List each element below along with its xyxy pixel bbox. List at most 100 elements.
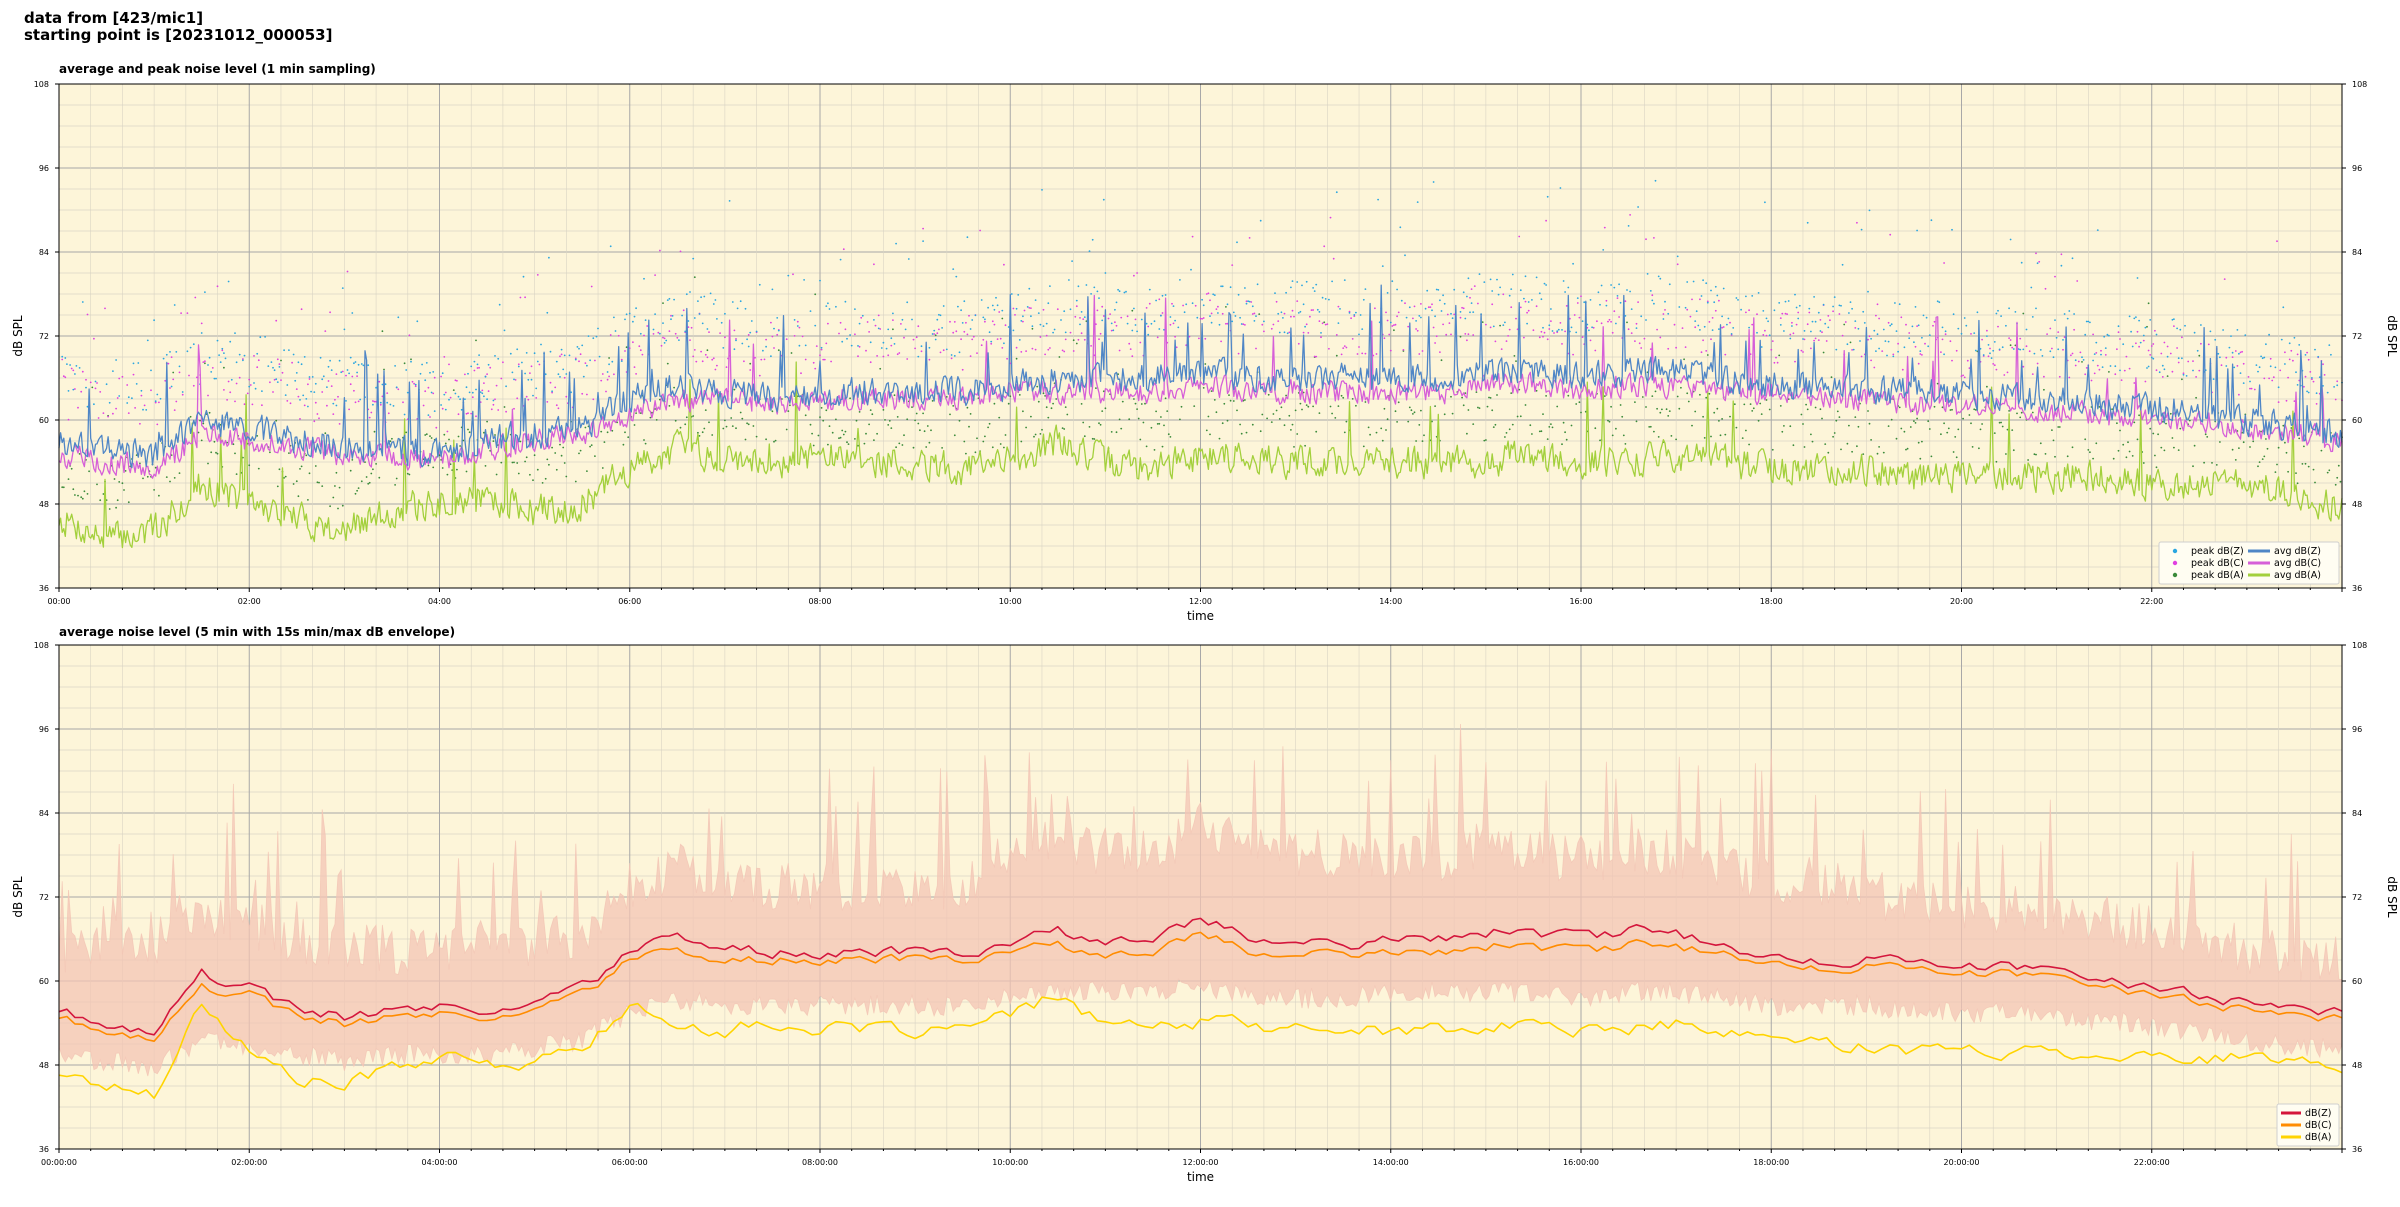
series-peak-db-c- bbox=[61, 214, 2343, 433]
peak-point bbox=[1030, 415, 1032, 418]
peak-point bbox=[2014, 344, 2017, 347]
peak-point bbox=[200, 439, 203, 442]
peak-point bbox=[1179, 279, 1181, 281]
peak-point bbox=[530, 365, 533, 368]
peak-point bbox=[914, 419, 916, 422]
peak-point bbox=[839, 436, 842, 439]
peak-point bbox=[1335, 191, 1338, 194]
peak-point bbox=[2193, 444, 2196, 447]
peak-point bbox=[1091, 238, 1094, 241]
peak-point bbox=[1309, 315, 1311, 318]
peak-point bbox=[2242, 441, 2245, 444]
peak-point bbox=[1158, 328, 1161, 330]
peak-point bbox=[2138, 414, 2141, 417]
peak-point bbox=[386, 392, 389, 394]
peak-point bbox=[368, 481, 371, 484]
peak-point bbox=[1044, 353, 1046, 356]
peak-point bbox=[1396, 421, 1398, 423]
peak-point bbox=[97, 417, 100, 419]
peak-point bbox=[140, 389, 143, 392]
peak-point bbox=[2154, 329, 2156, 332]
peak-point bbox=[1164, 294, 1167, 296]
peak-point bbox=[1511, 423, 1514, 426]
peak-point bbox=[841, 340, 844, 343]
peak-point bbox=[1987, 355, 1990, 358]
peak-point bbox=[1453, 313, 1456, 316]
peak-point bbox=[2333, 386, 2336, 388]
peak-point bbox=[1301, 284, 1303, 287]
peak-point bbox=[1963, 317, 1966, 319]
peak-point bbox=[1616, 297, 1619, 299]
peak-point bbox=[1941, 326, 1944, 329]
peak-point bbox=[1205, 293, 1208, 295]
peak-point bbox=[448, 363, 450, 366]
peak-point bbox=[1611, 434, 1614, 437]
peak-point bbox=[137, 362, 140, 364]
peak-point bbox=[1110, 431, 1113, 433]
peak-point bbox=[2011, 429, 2014, 431]
peak-point bbox=[502, 361, 504, 364]
peak-point bbox=[644, 319, 647, 321]
peak-point bbox=[2173, 325, 2175, 327]
peak-point bbox=[295, 388, 298, 390]
peak-point bbox=[1183, 311, 1186, 314]
peak-point bbox=[2084, 333, 2087, 336]
peak-point bbox=[2195, 376, 2198, 378]
peak-point bbox=[1201, 298, 1203, 301]
peak-point bbox=[204, 360, 206, 363]
peak-point bbox=[1267, 393, 1270, 396]
peak-point bbox=[207, 364, 209, 366]
peak-point bbox=[670, 314, 672, 317]
peak-point bbox=[521, 361, 523, 364]
peak-point bbox=[1621, 415, 1624, 418]
peak-point bbox=[62, 375, 65, 378]
peak-point bbox=[2276, 463, 2278, 466]
peak-point bbox=[820, 348, 823, 351]
peak-point bbox=[2036, 362, 2039, 365]
peak-point bbox=[1757, 419, 1760, 422]
peak-point bbox=[961, 368, 964, 371]
peak-point bbox=[1542, 335, 1544, 338]
peak-point bbox=[1126, 315, 1129, 318]
peak-point bbox=[1856, 445, 1858, 448]
peak-point bbox=[483, 431, 485, 434]
peak-point bbox=[1404, 302, 1406, 305]
peak-point bbox=[332, 402, 335, 405]
peak-point bbox=[1599, 439, 1601, 442]
peak-point bbox=[1542, 413, 1544, 415]
peak-point bbox=[2146, 367, 2148, 369]
peak-point bbox=[459, 398, 461, 401]
peak-point bbox=[1377, 198, 1379, 201]
peak-point bbox=[1255, 347, 1257, 350]
peak-point bbox=[2239, 372, 2242, 374]
peak-point bbox=[235, 382, 238, 385]
peak-point bbox=[953, 321, 956, 323]
peak-point bbox=[890, 344, 893, 347]
peak-point bbox=[2071, 446, 2074, 449]
peak-point bbox=[2242, 382, 2245, 384]
peak-point bbox=[167, 362, 170, 365]
peak-point bbox=[432, 392, 435, 395]
peak-point bbox=[704, 409, 707, 411]
peak-point bbox=[256, 435, 259, 437]
peak-point bbox=[1261, 413, 1264, 416]
peak-point bbox=[1917, 362, 1920, 365]
peak-point bbox=[1802, 423, 1804, 425]
peak-point bbox=[735, 339, 737, 342]
peak-point bbox=[127, 396, 130, 399]
peak-point bbox=[1670, 435, 1673, 437]
peak-point bbox=[882, 355, 885, 358]
peak-point bbox=[1718, 420, 1720, 422]
x-tick-label: 18:00:00 bbox=[1753, 1158, 1789, 1167]
peak-point bbox=[544, 477, 547, 480]
peak-point bbox=[180, 312, 183, 314]
peak-point bbox=[1770, 348, 1773, 351]
legend-label: dB(C) bbox=[2305, 1120, 2332, 1131]
peak-point bbox=[1771, 340, 1774, 342]
peak-point bbox=[1562, 280, 1565, 282]
peak-point bbox=[351, 375, 354, 378]
peak-point bbox=[1787, 300, 1790, 302]
peak-point bbox=[1063, 350, 1066, 353]
peak-point bbox=[892, 312, 894, 315]
peak-point bbox=[1784, 300, 1787, 303]
